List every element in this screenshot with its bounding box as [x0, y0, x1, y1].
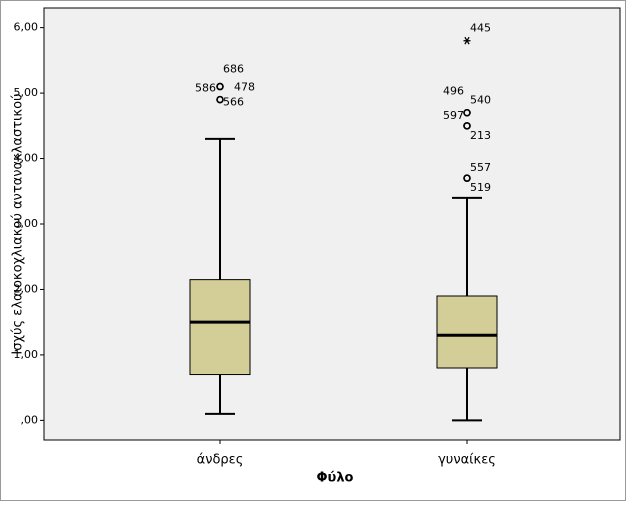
extreme-label: 445	[470, 22, 491, 35]
y-tick-label: 6,00	[14, 21, 39, 34]
outlier-label: 478	[234, 81, 255, 94]
outlier-label: 213	[470, 129, 491, 142]
plot-area	[43, 7, 621, 441]
y-tick-label: 4,00	[14, 152, 39, 165]
y-tick-label: 5,00	[14, 86, 39, 99]
outlier-label: 540	[470, 94, 491, 107]
box	[436, 295, 498, 369]
outlier	[463, 122, 471, 130]
box	[189, 279, 251, 376]
outlier-label: 597	[443, 109, 464, 122]
x-tick-label: άνδρες	[197, 453, 244, 468]
outlier-label: 686	[223, 63, 244, 76]
outlier	[216, 95, 224, 104]
y-tick-label: 1,00	[14, 348, 39, 361]
outlier	[216, 82, 224, 91]
outlier	[463, 108, 471, 117]
outlier	[463, 174, 471, 182]
y-axis-title: Ισχύς ελαιοκοχλιακού αντανακλαστικού	[11, 93, 26, 354]
extreme	[463, 36, 471, 45]
outlier-label: 566	[223, 96, 244, 109]
outlier-label: 586	[195, 82, 216, 95]
x-axis-title: Φύλο	[317, 471, 354, 486]
outlier-label: 557	[470, 161, 491, 174]
y-tick-label: ,00	[21, 413, 39, 426]
outlier-label: 496	[443, 85, 464, 98]
y-tick-label: 2,00	[14, 282, 39, 295]
outlier-label: 519	[470, 181, 491, 194]
y-tick-label: 3,00	[14, 217, 39, 230]
x-tick-label: γυναίκες	[438, 453, 496, 468]
